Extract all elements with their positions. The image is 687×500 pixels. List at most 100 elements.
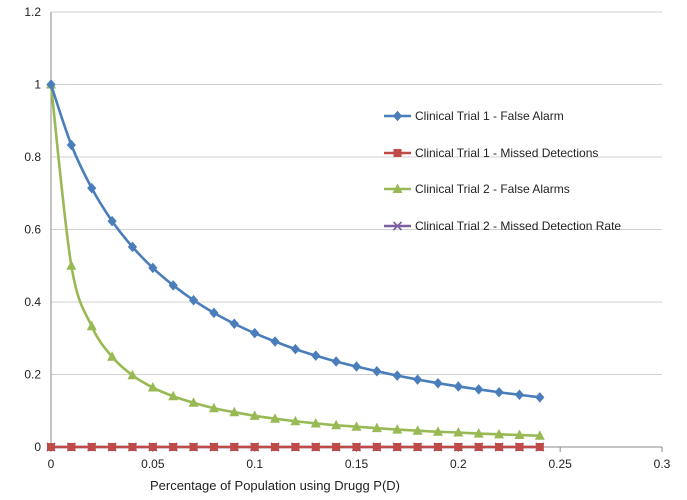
data-point [311, 443, 320, 451]
data-point [432, 426, 443, 436]
x-axis-label: Percentage of Population using Drugg P(D… [150, 478, 400, 493]
data-point [108, 443, 117, 451]
data-point [514, 429, 525, 440]
data-point [473, 428, 484, 438]
data-point [148, 443, 157, 451]
data-point [148, 262, 158, 274]
data-point [372, 443, 381, 451]
data-point [331, 419, 342, 430]
data-point [433, 443, 442, 451]
legend-marker [393, 149, 402, 157]
legend-entry: Clinical Trial 1 - Missed Detections [384, 146, 598, 160]
data-point [453, 381, 463, 392]
data-point [47, 443, 55, 451]
data-point [189, 443, 198, 451]
data-point [372, 365, 382, 377]
data-point [352, 443, 361, 451]
data-point [495, 443, 504, 451]
data-point [127, 369, 138, 380]
data-point [188, 294, 199, 306]
y-tick-label: 0.6 [24, 223, 41, 237]
legend-marker [392, 221, 403, 231]
data-point [229, 406, 240, 417]
y-tick-label: 1 [34, 78, 41, 92]
series-2 [47, 443, 544, 451]
data-point [413, 443, 422, 451]
data-point [147, 382, 158, 392]
data-point [86, 320, 97, 331]
data-point [332, 443, 341, 451]
data-point [393, 443, 402, 451]
x-tick-label: 0 [48, 457, 55, 471]
y-tick-label: 1.2 [24, 5, 41, 19]
y-tick-labels: 0 0.2 0.4 0.6 0.8 1 1.2 [24, 5, 41, 454]
data-point [107, 215, 117, 227]
data-point [107, 351, 118, 361]
data-point [413, 374, 423, 385]
legend-marker [392, 110, 403, 122]
data-point [249, 410, 260, 420]
data-point [351, 421, 362, 431]
data-point [168, 280, 178, 291]
series-layer [46, 79, 545, 452]
data-point [412, 425, 423, 435]
data-point [188, 397, 199, 407]
data-point [67, 443, 76, 451]
data-point [291, 443, 300, 451]
data-point [474, 384, 484, 395]
x-tick-label: 0.15 [345, 457, 369, 471]
y-tick-label: 0.8 [24, 150, 41, 164]
data-point [270, 413, 281, 423]
data-point [515, 443, 524, 451]
data-point [169, 443, 178, 451]
data-point [270, 336, 280, 347]
data-point [209, 443, 218, 451]
data-point [168, 390, 179, 401]
x-tick-label: 0.3 [654, 457, 671, 471]
legend-entry: Clinical Trial 1 - False Alarm [384, 109, 564, 123]
x-tick-label: 0.25 [548, 457, 572, 471]
data-point [209, 307, 219, 319]
legend: Clinical Trial 1 - False Alarm Clinical T… [384, 109, 621, 233]
data-point [331, 356, 341, 367]
data-point [290, 343, 300, 355]
data-point [474, 443, 483, 451]
legend-label: Clinical Trial 2 - Missed Detection Rate [415, 219, 621, 233]
y-tick-label: 0.2 [24, 368, 41, 382]
gridlines [51, 11, 662, 375]
x-tick-label: 0.05 [141, 457, 165, 471]
data-point [66, 260, 77, 270]
data-point [230, 443, 239, 451]
data-point [453, 427, 464, 437]
data-point [514, 389, 525, 401]
y-tick-label: 0 [34, 440, 41, 454]
data-point [311, 350, 321, 361]
y-tick-label: 0.4 [24, 295, 41, 309]
data-point [535, 443, 544, 451]
x-tick-label: 0.1 [246, 457, 263, 471]
data-point [208, 402, 219, 413]
x-tick-label: 0.2 [450, 457, 467, 471]
series-3 [46, 79, 545, 440]
data-point [454, 443, 463, 451]
x-tick-labels: 0 0.05 0.1 0.15 0.2 0.25 0.3 [48, 457, 671, 471]
data-point [371, 422, 382, 433]
series-1 [46, 79, 545, 403]
data-point [46, 79, 56, 90]
data-point [392, 370, 402, 381]
legend-entry: Clinical Trial 2 - Missed Detection Rate [384, 219, 621, 233]
data-point [290, 415, 301, 426]
data-point [433, 377, 443, 389]
data-point [392, 424, 403, 434]
data-point [271, 443, 280, 451]
data-point [66, 139, 76, 151]
data-point [535, 392, 545, 403]
data-point [534, 430, 545, 440]
data-point [229, 318, 239, 330]
legend-entry: Clinical Trial 2 - False Alarms [384, 182, 570, 196]
legend-label: Clinical Trial 2 - False Alarms [415, 182, 570, 196]
legend-label: Clinical Trial 1 - Missed Detections [415, 146, 598, 160]
data-point [87, 443, 96, 451]
